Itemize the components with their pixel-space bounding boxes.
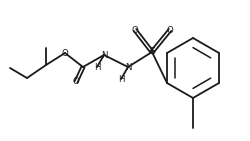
Text: N: N <box>124 62 131 71</box>
Text: O: O <box>166 26 173 35</box>
Text: N: N <box>100 50 107 60</box>
Text: H: H <box>117 74 124 83</box>
Text: O: O <box>72 78 79 86</box>
Text: H: H <box>94 62 100 71</box>
Text: O: O <box>62 49 68 58</box>
Text: S: S <box>148 48 154 57</box>
Text: O: O <box>131 26 138 35</box>
